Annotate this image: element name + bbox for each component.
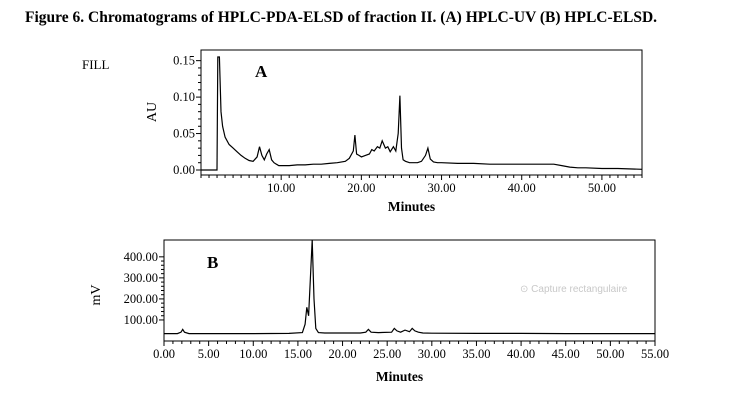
- chart-b-x-tick-label: 20.00: [328, 347, 356, 361]
- chart-b-x-axis-label: Minutes: [376, 369, 423, 384]
- watermark-text: ⊙ Capture rectangulaire: [520, 284, 627, 295]
- fill-label: FILL: [82, 57, 110, 72]
- chart-b-x-tick-label: 15.00: [284, 347, 312, 361]
- chart-a-x-tick-label: 50.00: [588, 181, 616, 195]
- chart-a-x-axis-label: Minutes: [388, 199, 435, 214]
- watermark-icon: ⊙: [520, 284, 532, 295]
- chart-b-x-tick-label: 55.00: [641, 347, 669, 361]
- chart-b-y-tick-label: 200.00: [124, 292, 158, 306]
- chart-a-y-tick-label: 0.00: [173, 163, 195, 177]
- chart-a-x-tick-label: 30.00: [427, 181, 455, 195]
- chart-b-x-tick-label: 35.00: [462, 347, 490, 361]
- chart-b-trace: [164, 239, 655, 335]
- chart-a-x-tick-label: 20.00: [347, 181, 375, 195]
- chart-b-y-tick-label: 300.00: [124, 271, 158, 285]
- chart-b-x-tick-label: 50.00: [596, 347, 624, 361]
- chart-a-y-tick-label: 0.10: [173, 90, 195, 104]
- chart-b-x-tick-label: 10.00: [239, 347, 267, 361]
- chart-b-x-tick-label: 0.00: [153, 347, 175, 361]
- chart-a-frame: [200, 49, 643, 176]
- chart-b-frame: [163, 239, 656, 342]
- chart-b-x-tick-label: 25.00: [373, 347, 401, 361]
- chart-a-x-tick-label: 10.00: [267, 181, 295, 195]
- chart-a-y-axis-label: AU: [145, 102, 160, 122]
- chart-b-x-tick-label: 40.00: [507, 347, 535, 361]
- chart-b-y-axis-label: mV: [89, 285, 104, 306]
- chart-a-panel-label: A: [255, 62, 268, 81]
- chart-a-y-tick-label: 0.05: [173, 127, 195, 141]
- chart-a-x-tick-label: 40.00: [508, 181, 536, 195]
- chart-a-y-tick-label: 0.15: [173, 54, 195, 68]
- chart-b-x-tick-label: 30.00: [418, 347, 446, 361]
- chart-b-x-tick-label: 45.00: [552, 347, 580, 361]
- watermark-label: Capture rectangulaire: [531, 284, 628, 295]
- chart-b-x-tick-label: 5.00: [198, 347, 220, 361]
- chart-b-y-tick-label: 100.00: [124, 313, 158, 327]
- chart-a-trace: [201, 56, 643, 171]
- chart-b-y-tick-label: 400.00: [124, 250, 158, 264]
- figure-caption: Figure 6. Chromatograms of HPLC-PDA-ELSD…: [25, 9, 658, 26]
- chart-b-panel-label: B: [207, 253, 218, 272]
